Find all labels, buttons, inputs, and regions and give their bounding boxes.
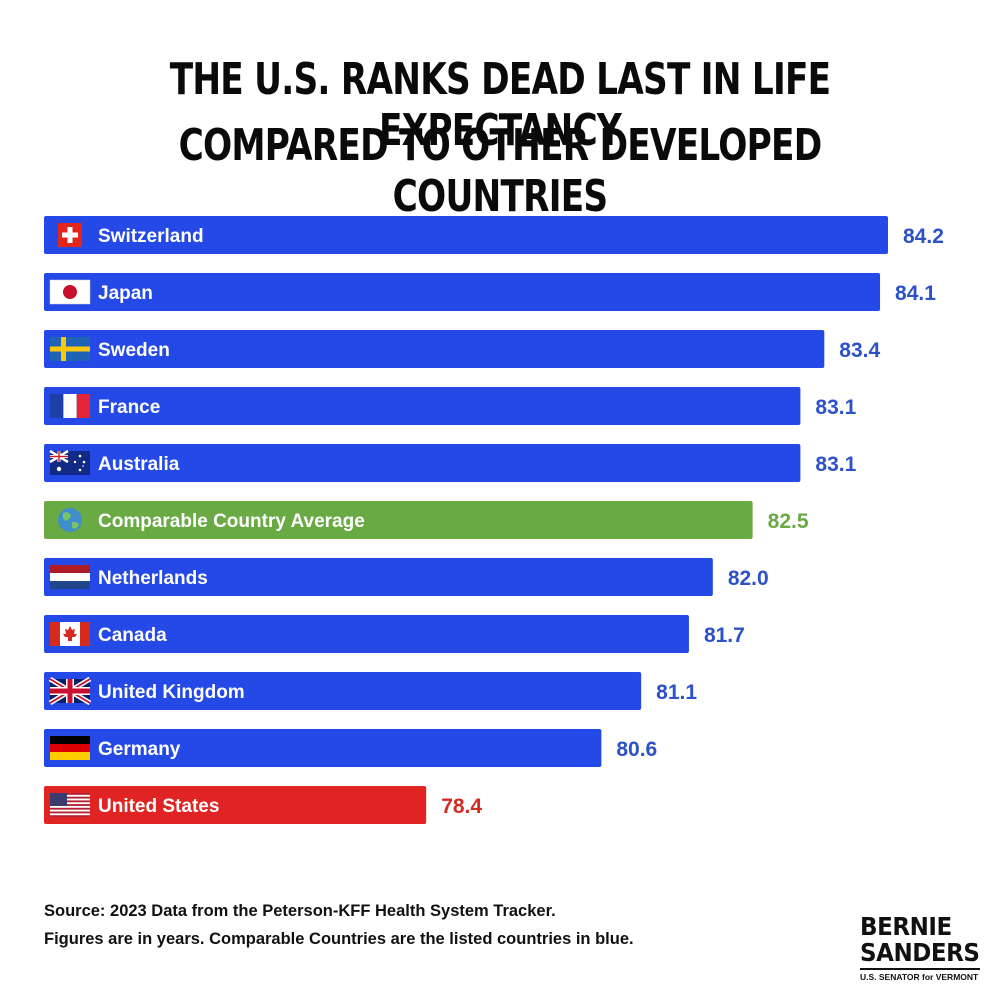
category-label: Sweden — [98, 340, 170, 361]
value-label: 83.4 — [839, 339, 880, 362]
germany-flag-icon — [50, 736, 90, 760]
value-label: 84.1 — [895, 282, 936, 305]
japan-flag-icon — [49, 279, 91, 305]
bar-1 — [44, 273, 881, 311]
value-label: 82.0 — [728, 567, 769, 590]
us-flag-icon — [50, 793, 90, 818]
value-label: 78.4 — [441, 795, 482, 818]
chart-title-line-1: THE U.S. RANKS DEAD LAST IN LIFE EXPECTA… — [169, 54, 831, 156]
category-label: Comparable Country Average — [98, 511, 365, 532]
logo-line-2: SANDERS — [860, 938, 980, 967]
category-label: Germany — [98, 739, 181, 760]
value-label: 81.1 — [656, 681, 697, 704]
netherlands-flag-icon — [50, 565, 90, 589]
canada-flag-icon — [50, 622, 90, 646]
swiss-flag-icon — [58, 223, 82, 247]
chart-title-line-2: COMPARED TO OTHER DEVELOPED COUNTRIES — [178, 120, 823, 222]
bar-10 — [44, 786, 427, 824]
source-line-1: Source: 2023 Data from the Peterson-KFF … — [44, 902, 556, 920]
category-label: Australia — [98, 454, 180, 475]
bar-7 — [44, 615, 689, 653]
value-label: 83.1 — [815, 396, 856, 419]
logo-line-1: BERNIE — [860, 912, 952, 941]
source-line-2: Figures are in years. Comparable Countri… — [44, 930, 634, 948]
logo-subtitle: U.S. SENATOR for VERMONT — [860, 968, 980, 982]
bar-6 — [44, 558, 713, 596]
value-label: 81.7 — [704, 624, 745, 647]
bar-3 — [44, 387, 801, 425]
australia-flag-icon — [49, 449, 90, 475]
bar-9 — [44, 729, 602, 767]
bar-2 — [44, 330, 825, 368]
bar-0 — [44, 216, 888, 254]
france-flag-icon — [50, 394, 90, 418]
category-label: France — [98, 397, 160, 418]
category-label: Switzerland — [98, 226, 204, 247]
category-label: Netherlands — [98, 568, 208, 589]
bar-4 — [44, 444, 801, 482]
source-note: Source: 2023 Data from the Peterson-KFF … — [44, 897, 804, 953]
bar-5 — [44, 501, 753, 539]
category-label: United States — [98, 796, 219, 817]
category-label: United Kingdom — [98, 682, 245, 703]
bar-8 — [44, 672, 642, 710]
sweden-flag-icon — [50, 337, 90, 361]
value-label: 80.6 — [616, 738, 657, 761]
uk-flag-icon — [48, 676, 92, 706]
value-label: 83.1 — [815, 453, 856, 476]
globe-icon — [58, 508, 82, 532]
bernie-sanders-logo: BERNIE SANDERS U.S. SENATOR for VERMONT — [860, 914, 982, 982]
value-label: 82.5 — [768, 510, 809, 533]
bar-chart: Switzerland 84.2 Japan 84.1 Sweden 83.4 France… — [44, 216, 944, 824]
category-label: Japan — [98, 283, 153, 304]
value-label: 84.2 — [903, 225, 944, 248]
category-label: Canada — [98, 625, 167, 646]
